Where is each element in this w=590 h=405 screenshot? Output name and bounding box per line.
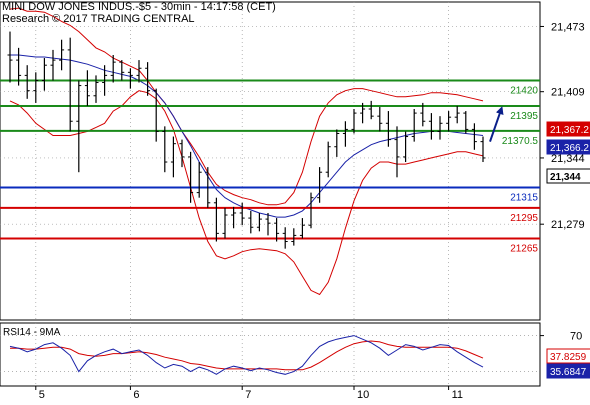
price-bar xyxy=(213,197,219,242)
price-bar xyxy=(239,202,245,226)
price-bar xyxy=(274,218,280,242)
price-bar xyxy=(471,123,477,150)
price-badge xyxy=(546,139,590,155)
price-bar xyxy=(162,126,168,173)
price-bar xyxy=(188,151,194,203)
price-bar xyxy=(222,207,228,239)
price-bar xyxy=(377,106,383,132)
price-bar xyxy=(411,109,417,142)
price-bar xyxy=(179,139,185,168)
price-bar xyxy=(33,72,39,103)
bollinger-upper-line xyxy=(9,7,484,206)
x-tick-label: 5 xyxy=(39,389,45,400)
x-tick-label: 11 xyxy=(452,389,463,400)
price-bar xyxy=(325,141,331,178)
rsi-tick-label: 70 xyxy=(570,331,582,343)
price-bar xyxy=(437,116,443,140)
level-label-support: 21265 xyxy=(510,243,538,254)
price-bar xyxy=(127,68,133,89)
y-tick-label: 21,473 xyxy=(551,21,585,33)
x-tick-label: 6 xyxy=(133,389,139,400)
rsi-badge xyxy=(546,363,590,379)
chart-title: MINI DOW JONES INDUS.-$5 - 30min - 14:17… xyxy=(2,1,276,13)
price-badge-label: 21,344 xyxy=(550,172,581,183)
x-tick-label: 7 xyxy=(245,389,251,400)
price-badge-label: 21,367.2 xyxy=(550,125,589,136)
price-bar xyxy=(67,37,73,132)
main-panel-frame xyxy=(0,1,541,321)
price-bar xyxy=(428,113,434,140)
price-badge xyxy=(546,168,590,184)
price-bar xyxy=(145,62,151,96)
price-bar xyxy=(153,88,159,142)
price-bar xyxy=(102,65,108,96)
price-bar xyxy=(299,218,305,239)
price-bar xyxy=(205,167,211,208)
x-tick-label: 10 xyxy=(357,389,369,400)
rsi-panel-frame xyxy=(0,322,541,387)
price-bar xyxy=(463,111,469,134)
price-bar xyxy=(308,192,314,229)
rsi-badge-label: 35.6847 xyxy=(550,367,587,378)
y-tick-label: 21,344 xyxy=(551,153,585,165)
price-bar xyxy=(76,80,82,173)
rsi-badge xyxy=(546,348,590,364)
price-bar xyxy=(454,105,460,124)
price-bar xyxy=(248,210,254,234)
price-bar xyxy=(256,212,262,232)
level-label-resistance: 21395 xyxy=(510,111,538,122)
rsi-label: RSI14 - 9MA xyxy=(3,327,61,338)
forecast-arrow xyxy=(489,106,504,142)
price-bar xyxy=(368,100,374,120)
price-bar xyxy=(136,60,142,83)
price-bar xyxy=(394,126,400,178)
price-bar xyxy=(16,47,22,86)
y-tick-label: 21,279 xyxy=(551,219,585,231)
level-label-pivot: 21315 xyxy=(510,193,538,204)
y-tick-label: 21,409 xyxy=(551,87,585,99)
price-bar xyxy=(41,58,47,91)
level-label-resistance: 21370.5 xyxy=(502,136,539,147)
price-bar xyxy=(110,55,116,83)
price-badge xyxy=(546,121,590,137)
price-bar xyxy=(50,49,56,81)
rsi-line xyxy=(9,335,484,375)
price-bar xyxy=(360,102,366,124)
price-bar xyxy=(231,206,237,229)
price-bar xyxy=(282,227,288,249)
price-bar xyxy=(334,129,340,157)
price-bar xyxy=(351,109,357,134)
level-label-support: 21295 xyxy=(510,213,538,224)
price-bar xyxy=(385,111,391,147)
price-bar xyxy=(93,75,99,103)
price-bar xyxy=(59,39,65,71)
price-bar xyxy=(170,136,176,178)
price-bar xyxy=(119,60,125,81)
price-bar xyxy=(403,131,409,163)
price-bar xyxy=(24,65,30,99)
price-bar xyxy=(480,136,486,163)
price-bar xyxy=(84,70,90,106)
rsi-badge-label: 37.8259 xyxy=(550,352,587,363)
price-bar xyxy=(7,31,13,83)
level-label-resistance: 21420 xyxy=(510,85,538,96)
price-bar xyxy=(265,212,271,236)
price-bar xyxy=(420,102,426,127)
price-badge-label: 21,366.2 xyxy=(550,143,589,154)
price-bar xyxy=(446,111,452,132)
price-bar xyxy=(342,121,348,147)
price-bar xyxy=(196,162,202,198)
price-bar xyxy=(317,167,323,203)
price-bar xyxy=(291,228,297,246)
chart-copyright: Research © 2017 TRADING CENTRAL xyxy=(2,13,195,25)
